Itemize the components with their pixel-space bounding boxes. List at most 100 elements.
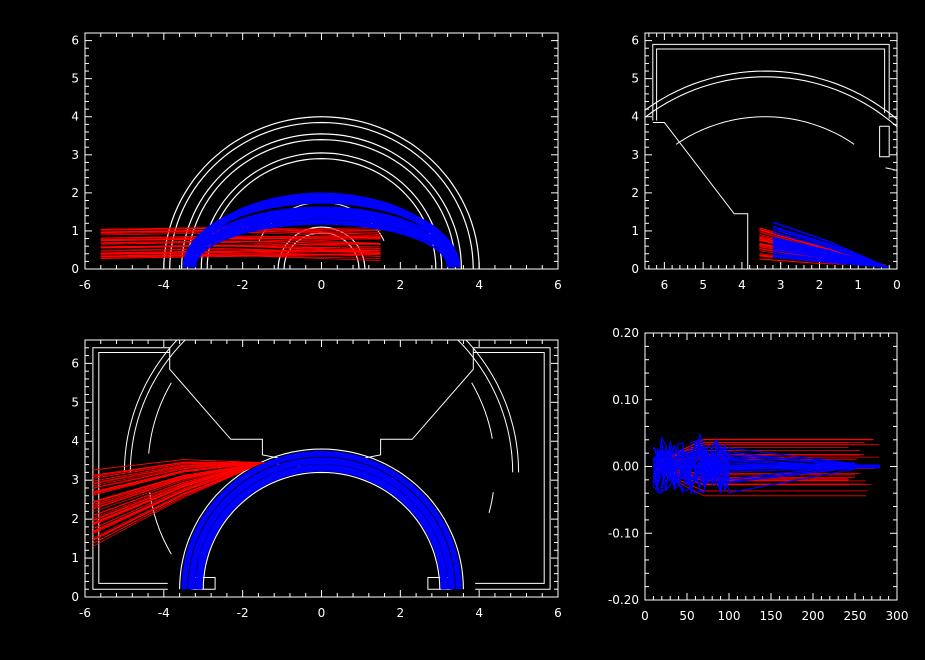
panel-top-right: 6 5 4 3 2 1 0 0 1 2 3 4 5 6 bbox=[631, 32, 925, 292]
x-tick-label: -2 bbox=[237, 606, 249, 620]
blue-trajectory bbox=[188, 209, 455, 268]
geometry-arc bbox=[148, 382, 172, 454]
geometry-arc bbox=[163, 116, 480, 269]
geometry-box bbox=[473, 347, 551, 590]
geometry-arc bbox=[181, 133, 462, 269]
blue-trajectory bbox=[184, 208, 459, 268]
x-tick-label: 3 bbox=[777, 278, 785, 292]
y-tick-label: 1 bbox=[71, 224, 79, 238]
blue-trajectory bbox=[190, 459, 453, 590]
blue-trajectory bbox=[772, 231, 888, 268]
x-tick-label: 100 bbox=[718, 609, 741, 623]
blue-trajectory bbox=[192, 461, 451, 590]
blue-deviation bbox=[652, 455, 856, 493]
y-tick-label: 3 bbox=[71, 473, 79, 487]
geometry-arc bbox=[675, 116, 855, 145]
x-tick-label: -4 bbox=[158, 278, 170, 292]
panel-bottom-left: -6 -4 -2 0 2 4 6 0 1 2 3 4 5 6 bbox=[71, 339, 562, 620]
blue-trajectory bbox=[772, 238, 888, 268]
y-tick-label: 2 bbox=[631, 186, 639, 200]
blue-trajectory bbox=[185, 454, 458, 590]
blue-trajectory bbox=[772, 254, 888, 268]
x-tick-label: 300 bbox=[886, 609, 909, 623]
y-tick-label: 0.00 bbox=[612, 460, 639, 474]
geometry-arc bbox=[169, 121, 474, 269]
panel-top-left: -6 -4 -2 0 2 4 6 0 1 2 3 4 5 6 bbox=[71, 32, 562, 292]
red-trajectory bbox=[100, 243, 381, 248]
geometry-arc bbox=[186, 138, 457, 269]
blue-trajectory bbox=[192, 215, 451, 268]
panel-bottom-right: 0 50 100 150 200 250 300 -0.20 -0.10 0.00 0.10 0.20 bbox=[608, 326, 909, 623]
x-tick-label: 2 bbox=[816, 278, 824, 292]
blue-trajectory bbox=[189, 192, 454, 268]
y-tick-label: 6 bbox=[71, 356, 79, 370]
y-tick-label: 5 bbox=[71, 72, 79, 86]
blue-trajectory bbox=[199, 468, 444, 590]
red-trajectory bbox=[100, 247, 381, 254]
blue-trajectory bbox=[772, 226, 888, 268]
blue-trajectory bbox=[772, 243, 888, 268]
y-tick-label: 5 bbox=[631, 72, 639, 86]
blue-trajectory bbox=[189, 458, 454, 590]
red-trajectory bbox=[100, 248, 381, 254]
y-tick-label: 6 bbox=[71, 34, 79, 48]
y-tick-label: 0 bbox=[71, 262, 79, 276]
geometry-port bbox=[879, 125, 890, 158]
y-tick-label: 5 bbox=[71, 395, 79, 409]
geometry-arc bbox=[179, 448, 464, 590]
y-tick-label: 2 bbox=[71, 512, 79, 526]
blue-trajectory bbox=[182, 451, 461, 590]
x-tick-label: 6 bbox=[554, 278, 562, 292]
plot-area bbox=[645, 43, 925, 269]
x-tick-label: 0 bbox=[893, 278, 901, 292]
x-tick-label: -6 bbox=[79, 606, 91, 620]
geometry-arc bbox=[895, 152, 897, 154]
geometry-arc bbox=[190, 460, 453, 590]
x-tick-label: 2 bbox=[397, 606, 405, 620]
y-tick-label: 4 bbox=[631, 110, 639, 124]
geometry-box bbox=[652, 43, 890, 121]
x-tick-label: 4 bbox=[475, 606, 483, 620]
y-tick-label: 0 bbox=[71, 590, 79, 604]
y-tick-label: 4 bbox=[71, 110, 79, 124]
y-tick-label: 4 bbox=[71, 434, 79, 448]
red-trajectory bbox=[100, 254, 381, 258]
geometry-box bbox=[473, 352, 545, 584]
x-tick-label: -6 bbox=[79, 278, 91, 292]
red-trajectory bbox=[100, 238, 381, 245]
blue-deviation bbox=[652, 444, 856, 483]
y-tick-label: 0.10 bbox=[612, 393, 639, 407]
geometry-arc bbox=[465, 340, 520, 473]
x-tick-label: 4 bbox=[475, 278, 483, 292]
geometry-arc bbox=[129, 340, 186, 473]
geometry-arc bbox=[202, 471, 441, 590]
y-tick-label: -0.20 bbox=[608, 593, 639, 607]
geometry-arc bbox=[200, 152, 443, 269]
x-tick-label: 150 bbox=[760, 609, 783, 623]
y-tick-label: -0.10 bbox=[608, 526, 639, 540]
geometry-arc bbox=[471, 382, 493, 439]
geometry-arc bbox=[457, 340, 514, 473]
y-tick-label: 1 bbox=[71, 551, 79, 565]
plot-area bbox=[652, 433, 881, 497]
geometry-arc bbox=[902, 160, 925, 246]
y-tick-label: 3 bbox=[71, 148, 79, 162]
x-tick-label: -4 bbox=[158, 606, 170, 620]
blue-trajectory bbox=[189, 211, 454, 268]
x-tick-label: 4 bbox=[738, 278, 746, 292]
plot-area bbox=[92, 340, 551, 590]
geometry-box bbox=[92, 347, 170, 590]
geometry-box bbox=[98, 352, 170, 584]
geometry-box bbox=[656, 48, 886, 121]
geometry-arc bbox=[123, 340, 178, 473]
x-tick-label: 0 bbox=[318, 278, 326, 292]
y-tick-label: 1 bbox=[631, 224, 639, 238]
y-tick-label: 3 bbox=[631, 148, 639, 162]
blue-trajectory bbox=[188, 457, 455, 590]
x-tick-label: 1 bbox=[854, 278, 862, 292]
blue-trajectory bbox=[184, 453, 459, 590]
geometry-arc bbox=[488, 492, 494, 513]
y-tick-label: 2 bbox=[71, 186, 79, 200]
geometry-wall bbox=[360, 347, 474, 460]
